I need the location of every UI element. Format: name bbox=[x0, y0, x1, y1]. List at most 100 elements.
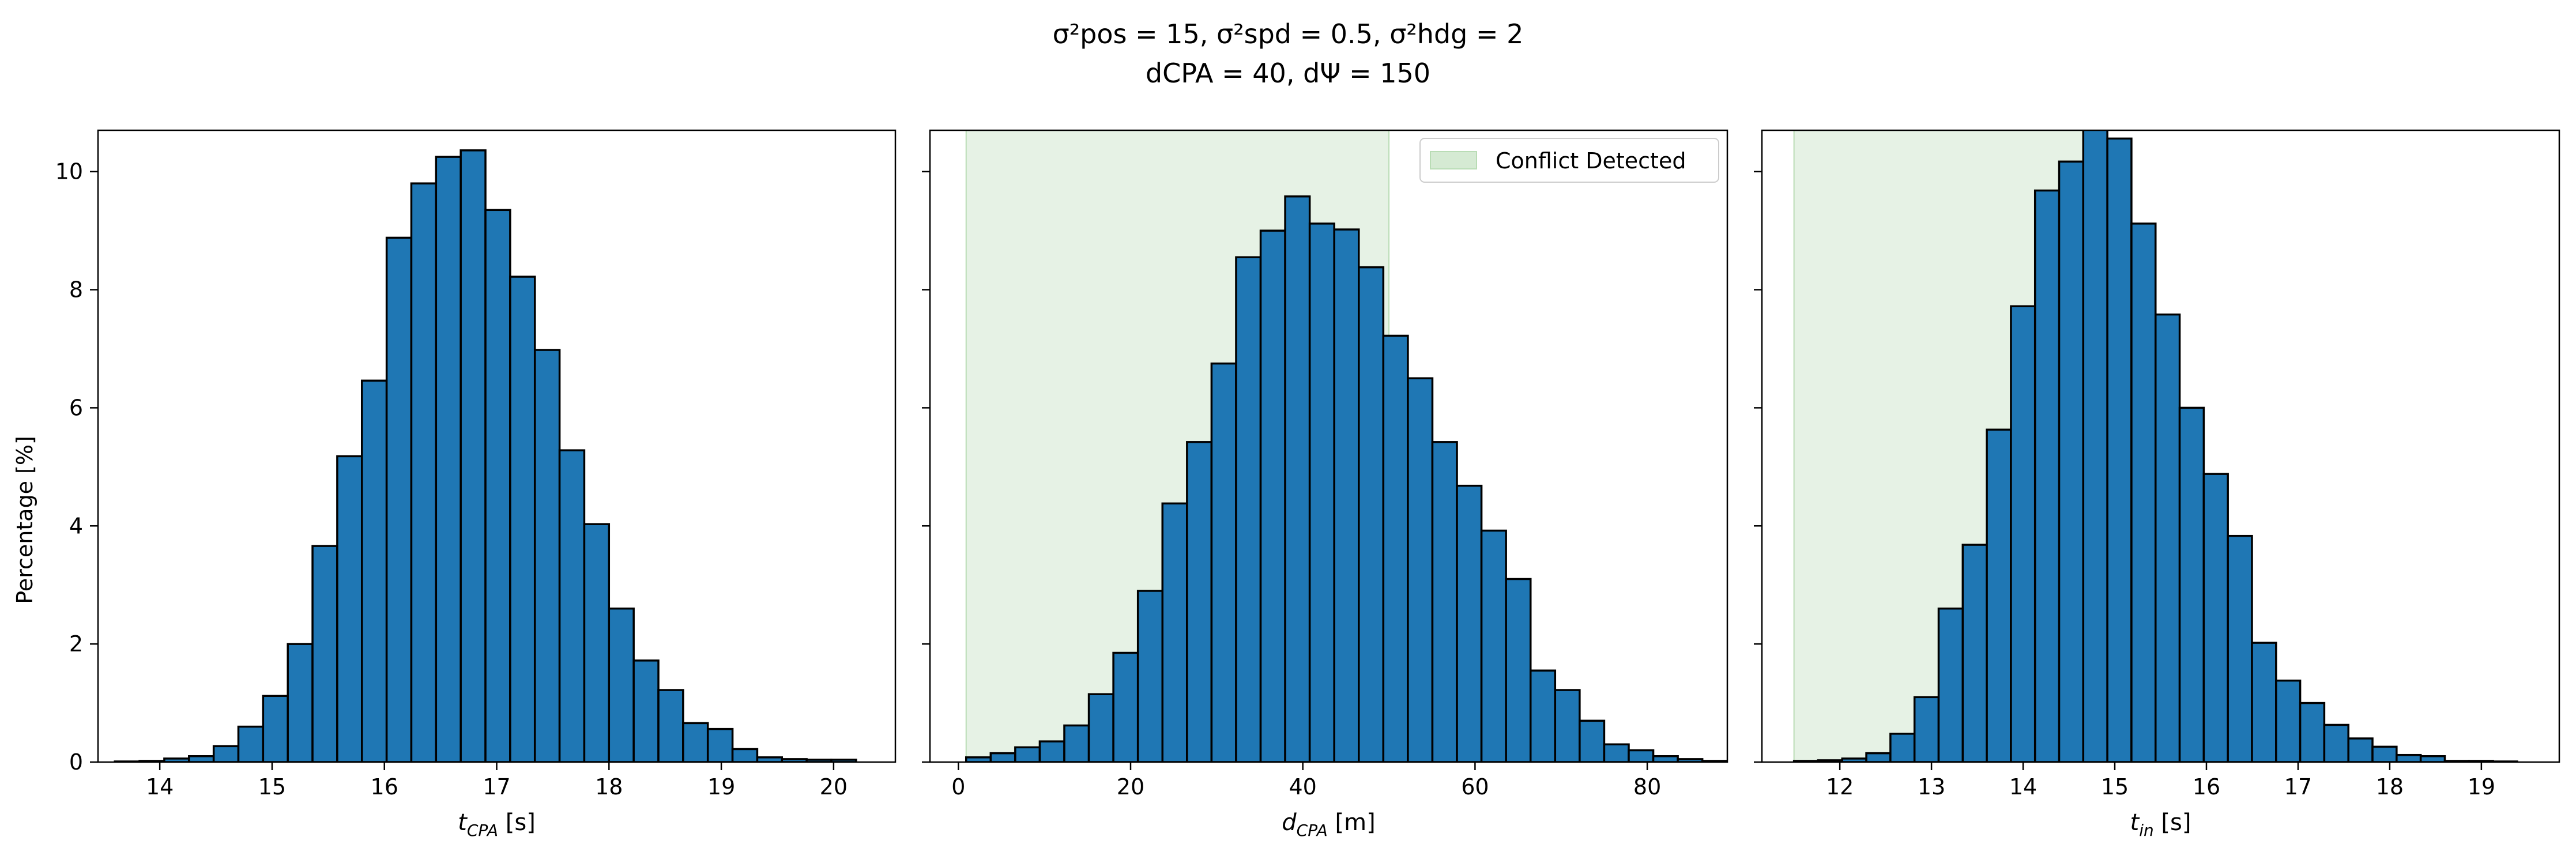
x-tick-label: 0 bbox=[951, 774, 965, 800]
x-tick-label: 17 bbox=[2284, 774, 2312, 800]
legend-swatch bbox=[1430, 151, 1477, 169]
histogram-bar bbox=[731, 748, 759, 762]
histogram-bar bbox=[1456, 484, 1483, 762]
x-tick: 15 bbox=[2101, 762, 2129, 800]
x-tick-label: 14 bbox=[2009, 774, 2037, 800]
x-tick: 18 bbox=[2376, 762, 2404, 800]
histogram-bar bbox=[1652, 755, 1679, 762]
x-tick-label: 16 bbox=[2193, 774, 2220, 800]
axes-frame bbox=[929, 129, 1728, 763]
histogram-bar bbox=[2202, 473, 2229, 762]
y-tick-label: 8 bbox=[69, 277, 83, 303]
figure-title-line-2: dCPA = 40, dΨ = 150 bbox=[1146, 58, 1430, 89]
bars bbox=[1792, 130, 2518, 762]
histogram-bar bbox=[460, 149, 487, 762]
x-tick-label: 15 bbox=[258, 774, 286, 800]
histogram-bar bbox=[1382, 334, 1409, 762]
histogram-bar bbox=[2251, 642, 2277, 762]
histogram-bar bbox=[2082, 130, 2108, 762]
x-tick: 13 bbox=[1918, 762, 1945, 800]
x-tick-label: 16 bbox=[371, 774, 398, 800]
histogram-bar bbox=[2396, 753, 2422, 762]
bars bbox=[114, 149, 857, 762]
histogram-bar bbox=[1579, 719, 1606, 762]
histogram-bar bbox=[2106, 137, 2133, 762]
histogram-bar bbox=[2299, 702, 2326, 762]
histogram-bar bbox=[1986, 428, 2012, 762]
x-tick-label: 15 bbox=[2101, 774, 2129, 800]
histogram-bar bbox=[1603, 743, 1630, 762]
x-tick-label: 40 bbox=[1289, 774, 1317, 800]
panel-3: 12 13 14 15 16 17 18 19 tin [s] bbox=[1754, 129, 2560, 840]
x-tick: 20 bbox=[1117, 762, 1144, 800]
histogram-bar bbox=[583, 523, 611, 762]
histogram-bar bbox=[1112, 651, 1139, 762]
histogram-bar bbox=[558, 449, 586, 762]
histogram-bar bbox=[1210, 362, 1237, 762]
y-tick-label: 6 bbox=[69, 395, 83, 420]
histogram-bar bbox=[1186, 441, 1213, 762]
histogram-bar bbox=[1284, 195, 1311, 762]
histogram-bar bbox=[188, 755, 215, 762]
histogram-bar bbox=[1136, 590, 1164, 762]
histogram-bar bbox=[484, 209, 511, 762]
histogram-bar bbox=[2371, 745, 2398, 762]
histogram-bar bbox=[1913, 696, 1940, 762]
x-tick-label: 14 bbox=[146, 774, 174, 800]
histogram-bar bbox=[608, 607, 635, 762]
histogram-bar bbox=[2155, 313, 2181, 762]
histogram-bar bbox=[1308, 223, 1335, 762]
histogram-bar bbox=[1358, 266, 1385, 762]
panel-1: 14 15 16 17 18 19 20 0 2 4 6 8 10 tCPA [s] bbox=[55, 129, 897, 840]
histogram-bar bbox=[1259, 229, 1286, 762]
x-tick: 18 bbox=[595, 762, 623, 800]
y-tick-label: 2 bbox=[69, 631, 83, 657]
x-tick: 17 bbox=[2284, 762, 2312, 800]
histogram-bar bbox=[989, 752, 1016, 762]
histogram-bar bbox=[2323, 723, 2349, 762]
x-tick: 80 bbox=[1633, 762, 1661, 800]
histogram-bar bbox=[2227, 534, 2253, 762]
histogram-bar bbox=[1431, 441, 1458, 762]
histogram-bar bbox=[262, 695, 289, 762]
y-tick-label: 10 bbox=[55, 159, 83, 184]
histogram-bar bbox=[706, 727, 734, 762]
histogram-bar bbox=[2419, 755, 2446, 762]
histogram-bar bbox=[1937, 607, 1964, 762]
x-tick-label: 18 bbox=[2376, 774, 2404, 800]
histogram-bar bbox=[830, 759, 857, 762]
y-tick: 0 bbox=[69, 749, 98, 775]
histogram-bar bbox=[2178, 406, 2205, 762]
histogram-bar bbox=[509, 276, 536, 762]
bars bbox=[965, 195, 1727, 762]
histogram-bar bbox=[1087, 693, 1114, 762]
x-tick-label: 20 bbox=[820, 774, 848, 800]
histogram-bar bbox=[237, 725, 265, 762]
histogram-bar bbox=[287, 643, 314, 762]
histogram-bar bbox=[2130, 223, 2157, 762]
y-tick: 4 bbox=[69, 513, 98, 538]
histogram-bar bbox=[657, 689, 684, 762]
x-tick: 14 bbox=[2009, 762, 2037, 800]
histogram-bar bbox=[1038, 740, 1065, 762]
legend-label: Conflict Detected bbox=[1496, 148, 1686, 174]
x-tick: 60 bbox=[1461, 762, 1489, 800]
histogram-bar bbox=[1961, 544, 1988, 762]
histogram-bar bbox=[1529, 669, 1557, 762]
x-tick-label: 18 bbox=[595, 774, 623, 800]
histogram-bar bbox=[1407, 377, 1434, 762]
histogram-bar bbox=[682, 722, 709, 762]
histogram-bar bbox=[2058, 160, 2085, 762]
histogram-bar bbox=[410, 182, 438, 762]
histogram-bar bbox=[1554, 689, 1581, 762]
histogram-bar bbox=[1865, 752, 1892, 762]
histogram-bar bbox=[336, 455, 363, 762]
x-axis-label: tin [s] bbox=[2130, 809, 2191, 840]
x-tick-label: 80 bbox=[1633, 774, 1661, 800]
histogram-bar bbox=[533, 349, 561, 762]
histogram-bar bbox=[385, 236, 413, 762]
histogram-bar bbox=[1480, 529, 1507, 762]
x-tick-label: 19 bbox=[2468, 774, 2495, 800]
histogram-bar bbox=[435, 156, 462, 762]
